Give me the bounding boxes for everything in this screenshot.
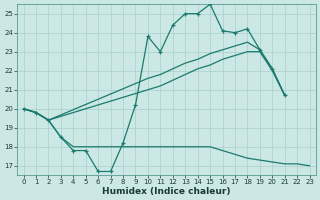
X-axis label: Humidex (Indice chaleur): Humidex (Indice chaleur): [102, 187, 231, 196]
